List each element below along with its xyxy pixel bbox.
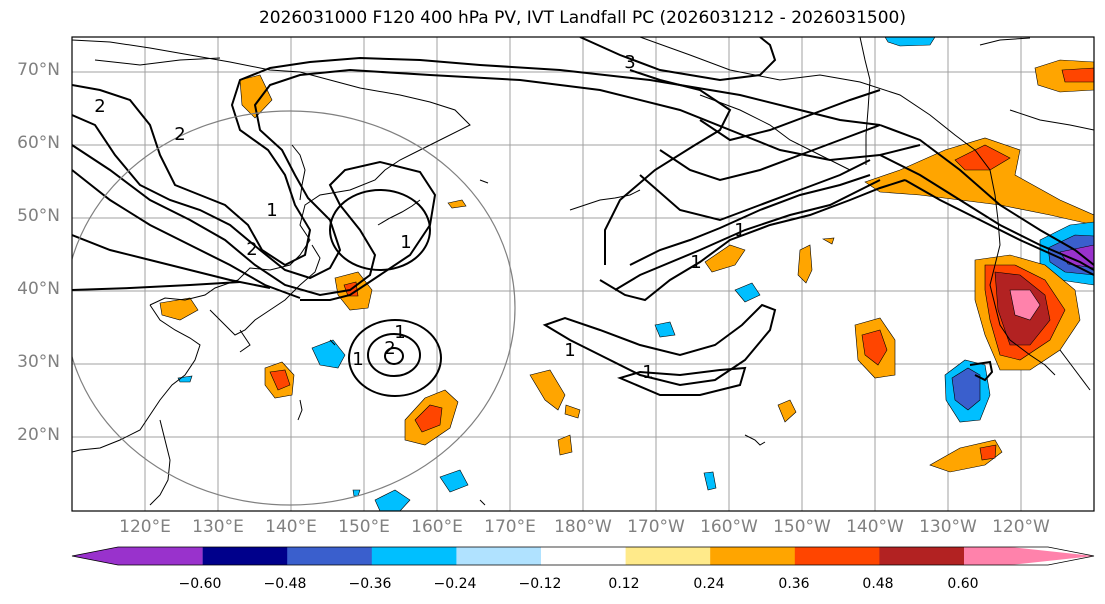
colorbar-segment [202, 547, 288, 565]
lat-label: 50°N [17, 206, 60, 226]
lon-label: 140°E [265, 517, 317, 537]
colorbar-tick: −0.60 [178, 576, 222, 592]
colorbar-segment [371, 547, 457, 565]
contour-label: 1 [266, 200, 277, 221]
colorbar-outline [71, 546, 1095, 566]
colorbar-segment [72, 547, 203, 565]
contour-label: 3 [624, 52, 635, 73]
contour-label: 1 [564, 340, 575, 361]
contour-label: 2 [384, 338, 395, 359]
lat-label: 70°N [17, 60, 60, 80]
colorbar-tick: 0.36 [778, 576, 810, 592]
contour-label: 1 [642, 362, 653, 383]
colorbar-tick: −0.48 [263, 576, 307, 592]
contour-label: 1 [734, 220, 745, 241]
lon-label: 160°W [700, 517, 758, 537]
map-title: 2026031000 F120 400 hPa PV, IVT Landfall… [258, 8, 906, 28]
colorbar-tick: −0.36 [348, 576, 392, 592]
colorbar-segment [456, 547, 542, 565]
contour-label: 2 [174, 124, 185, 145]
map-frame [71, 36, 1095, 512]
lon-label: 160°E [411, 517, 463, 537]
contour-label: 2 [246, 239, 257, 260]
lon-label: 180°W [554, 517, 612, 537]
colorbar-tick: 0.24 [693, 576, 725, 592]
colorbar-segment [287, 547, 373, 565]
colorbar-segment [541, 547, 627, 565]
lon-label: 130°W [919, 517, 977, 537]
lon-label: 150°E [338, 517, 390, 537]
lon-label: 140°W [846, 517, 904, 537]
lat-label: 30°N [17, 352, 60, 372]
contour-label: 1 [690, 252, 701, 273]
pv-contours [72, 37, 1094, 397]
colorbar-tick: 0.60 [947, 576, 979, 592]
range-circle [72, 110, 516, 506]
lat-label: 40°N [17, 279, 60, 299]
colorbar [71, 546, 1095, 566]
colorbar-tick: 0.12 [608, 576, 640, 592]
islands [297, 179, 766, 506]
coastlines [72, 37, 1094, 506]
colorbar-tick: 0.48 [862, 576, 894, 592]
colorbar-segment [710, 547, 796, 565]
colorbar-tick: −0.12 [518, 576, 562, 592]
lat-label: 20°N [17, 425, 60, 445]
contour-labels: 2 2 2 3 1 1 1 1 2 1 1 1 1 [94, 52, 745, 383]
gridlines [72, 37, 1094, 511]
lon-label: 130°E [192, 517, 244, 537]
colorbar-segment [879, 547, 965, 565]
lon-label: 170°W [627, 517, 685, 537]
colorbar-segment [964, 547, 1094, 565]
contour-label: 1 [352, 349, 363, 370]
contour-label: 1 [394, 322, 405, 343]
lon-label: 120°W [992, 517, 1050, 537]
lon-label: 120°E [119, 517, 171, 537]
lat-label: 60°N [17, 133, 60, 153]
colorbar-segment [794, 547, 880, 565]
colorbar-tick: −0.24 [433, 576, 477, 592]
lon-label: 150°W [773, 517, 831, 537]
lon-label: 170°E [484, 517, 536, 537]
contour-label: 1 [400, 232, 411, 253]
colorbar-segment [625, 547, 711, 565]
contour-label: 2 [94, 96, 105, 117]
